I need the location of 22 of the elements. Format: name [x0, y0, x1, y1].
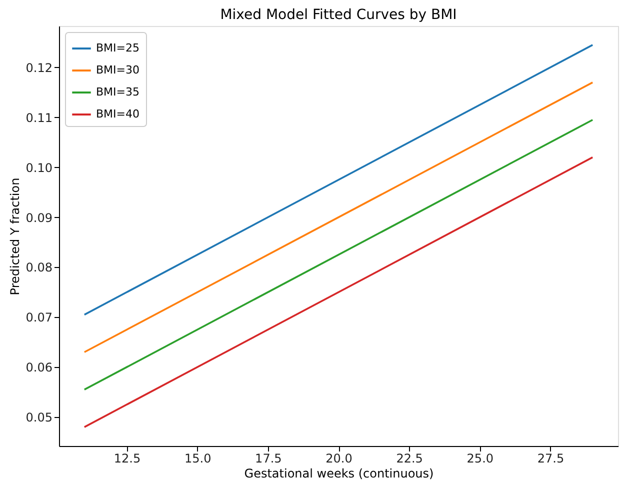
y-tick-label: 0.09	[26, 210, 52, 225]
x-tick-label: 27.5	[537, 452, 564, 466]
chart-title: Mixed Model Fitted Curves by BMI	[220, 7, 457, 23]
legend-label: BMI=25	[96, 42, 140, 54]
legend-label: BMI=30	[96, 64, 140, 76]
y-tick-label: 0.05	[26, 410, 52, 425]
y-tick-label: 0.08	[26, 260, 52, 275]
legend-label: BMI=35	[96, 86, 140, 98]
y-axis-title: Predicted Y fraction	[8, 178, 22, 296]
x-tick-label: 12.5	[114, 452, 141, 466]
x-tick-label: 15.0	[184, 452, 212, 466]
x-tick-label: 20.0	[326, 452, 352, 466]
y-tick-label: 0.10	[26, 160, 52, 175]
x-axis-title: Gestational weeks (continuous)	[244, 466, 434, 480]
y-tick-label: 0.06	[26, 360, 52, 375]
x-tick-label: 22.5	[396, 452, 423, 466]
x-tick-label: 25.0	[466, 452, 494, 466]
y-tick-label: 0.11	[26, 110, 52, 125]
x-tick-label: 17.5	[255, 452, 282, 466]
y-tick-label: 0.07	[26, 310, 52, 325]
y-tick-label: 0.12	[26, 60, 52, 75]
legend-label: BMI=40	[96, 108, 140, 120]
